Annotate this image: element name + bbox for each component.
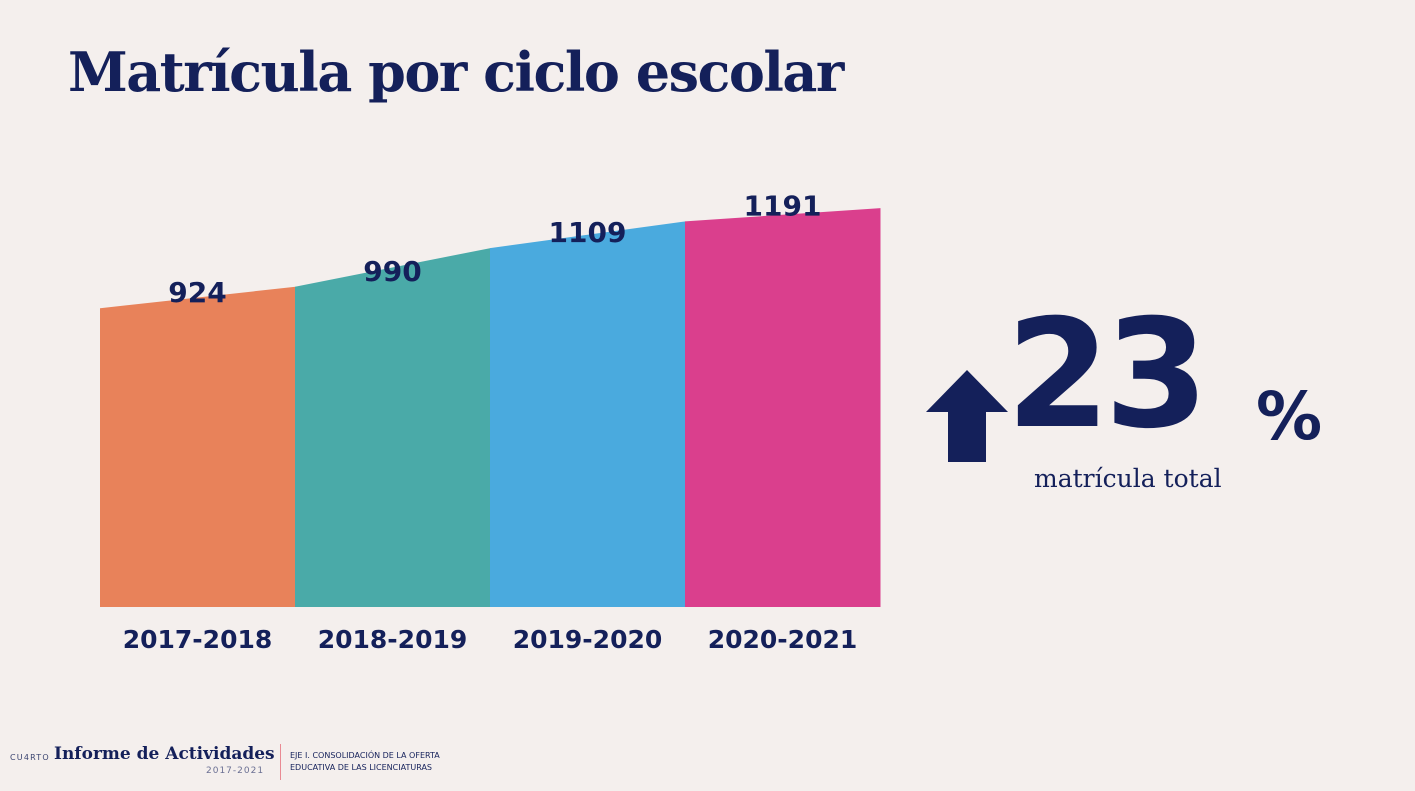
- kpi-caption: matrícula total: [1034, 464, 1222, 493]
- arrow-up-icon: [926, 370, 1008, 462]
- chart-bars: [100, 208, 881, 608]
- bar-2018-2019: [295, 248, 491, 607]
- category-label-2017-2018: 2017-2018: [123, 625, 273, 654]
- chart-category-labels: 2017-2018 2018-2019 2019-2020 2020-2021: [123, 625, 858, 654]
- value-label-2020-2021: 1191: [744, 189, 822, 222]
- category-label-2019-2020: 2019-2020: [513, 625, 663, 654]
- kpi-growth: 23 % matrícula total: [920, 300, 1360, 508]
- value-label-2018-2019: 990: [363, 255, 421, 288]
- bar-2017-2018: [100, 286, 296, 607]
- footer-axis-line-1: EJE I. CONSOLIDACIÓN DE LA OFERTA: [290, 751, 440, 760]
- category-label-2018-2019: 2018-2019: [318, 625, 468, 654]
- chart-value-labels: 924 990 1109 1191: [168, 189, 821, 309]
- footer-prefix: CU4RTO: [10, 753, 50, 762]
- value-label-2019-2020: 1109: [549, 216, 627, 249]
- kpi-value: 23: [1006, 288, 1209, 462]
- footer-brand: Informe de Actividades: [54, 744, 275, 764]
- footer-divider: [280, 744, 281, 780]
- category-label-2020-2021: 2020-2021: [708, 625, 858, 654]
- bar-2019-2020: [490, 221, 686, 608]
- value-label-2017-2018: 924: [168, 276, 226, 309]
- bar-2020-2021: [685, 208, 881, 607]
- footer-axis-label: EJE I. CONSOLIDACIÓN DE LA OFERTA EDUCAT…: [290, 750, 480, 774]
- page-title: Matrícula por ciclo escolar: [68, 40, 844, 104]
- kpi-unit: %: [1256, 378, 1323, 455]
- footer-axis-line-2: EDUCATIVA DE LAS LICENCIATURAS: [290, 763, 432, 772]
- footer-years: 2017-2021: [206, 766, 265, 776]
- footer: CU4RTO Informe de Actividades 2017-2021 …: [10, 742, 470, 786]
